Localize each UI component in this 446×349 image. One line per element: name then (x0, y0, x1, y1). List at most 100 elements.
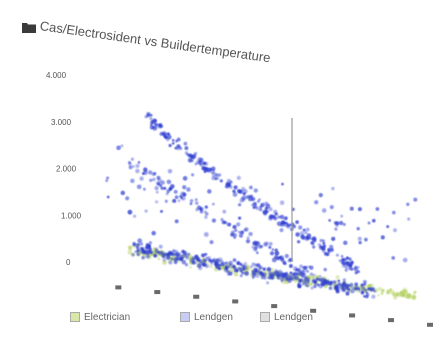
data-point (284, 253, 289, 259)
data-point (340, 255, 344, 258)
data-point (197, 265, 203, 271)
data-point (279, 271, 284, 276)
data-point (363, 280, 367, 284)
data-point (256, 263, 261, 268)
data-point (232, 224, 237, 230)
data-point (314, 200, 319, 205)
data-point (284, 216, 288, 220)
data-point (238, 233, 244, 238)
data-point (361, 290, 365, 294)
data-point (149, 113, 153, 117)
data-point (214, 260, 218, 264)
axes: 4.000 3.000 2.000 1.000 0 (46, 71, 433, 327)
x-tick-mark (193, 294, 200, 299)
data-point (337, 282, 342, 287)
data-point (390, 290, 396, 295)
data-point (154, 247, 158, 251)
data-point (342, 281, 346, 285)
data-point (271, 248, 275, 251)
data-point (233, 233, 237, 238)
data-point (149, 123, 153, 127)
data-point (242, 189, 248, 194)
data-point (298, 225, 303, 230)
data-point (244, 271, 249, 276)
data-point (338, 259, 342, 263)
data-point (149, 250, 154, 255)
data-point (239, 198, 244, 203)
data-point (255, 274, 260, 278)
data-point (349, 206, 354, 211)
data-point (177, 145, 182, 149)
data-point (184, 151, 189, 155)
data-point (302, 280, 307, 285)
data-point (166, 179, 172, 185)
x-tick-mark (271, 304, 278, 309)
legend-item[interactable]: Lendgen (260, 312, 313, 323)
data-point (393, 228, 397, 233)
data-point (217, 173, 222, 177)
data-point (269, 251, 275, 256)
data-point (189, 202, 193, 206)
data-point (343, 240, 348, 246)
data-point (318, 274, 322, 278)
data-point (179, 256, 183, 261)
data-point (312, 273, 316, 277)
data-point (280, 277, 285, 282)
data-point (342, 278, 346, 282)
data-point (237, 266, 241, 270)
data-point (200, 260, 206, 266)
data-point (143, 167, 148, 172)
data-point (191, 173, 195, 177)
data-point (348, 284, 352, 288)
data-point (207, 189, 212, 194)
data-point (172, 249, 176, 253)
data-point (184, 263, 189, 267)
data-point (220, 261, 226, 267)
data-point (341, 258, 345, 261)
data-point (248, 231, 253, 237)
data-point (150, 120, 155, 125)
data-point (345, 261, 348, 265)
data-point (151, 172, 156, 177)
data-point (130, 157, 134, 161)
data-point (232, 189, 236, 193)
plot-points (105, 112, 418, 301)
data-point (357, 236, 362, 241)
data-point (184, 146, 189, 151)
data-point (319, 238, 323, 243)
data-point (391, 256, 396, 260)
data-point (134, 250, 138, 254)
y-tick-label: 3.000 (51, 118, 72, 127)
data-point (149, 178, 153, 182)
data-point (160, 186, 164, 190)
data-point (313, 284, 317, 289)
data-point (253, 247, 258, 252)
data-point (283, 222, 288, 227)
data-point (220, 217, 224, 222)
data-point (149, 125, 154, 130)
data-point (312, 245, 316, 249)
data-point (127, 249, 133, 255)
data-point (240, 266, 246, 271)
legend-item[interactable]: Lendgen (180, 312, 233, 323)
data-point (235, 269, 239, 273)
y-tick-label: 4.000 (46, 71, 67, 80)
data-point (242, 195, 247, 200)
x-tick-mark (427, 322, 433, 327)
data-point (128, 161, 131, 164)
data-point (331, 186, 335, 191)
data-point (327, 281, 333, 286)
data-point (241, 271, 245, 275)
data-point (356, 227, 360, 231)
data-point (306, 236, 311, 240)
data-point (322, 241, 326, 245)
data-point (145, 254, 150, 259)
data-point (335, 223, 339, 228)
data-point (312, 237, 317, 243)
data-point (225, 265, 228, 269)
data-point (369, 288, 373, 292)
data-point (251, 262, 256, 267)
data-point (203, 210, 207, 214)
legend-item[interactable]: Electrician (70, 312, 130, 323)
